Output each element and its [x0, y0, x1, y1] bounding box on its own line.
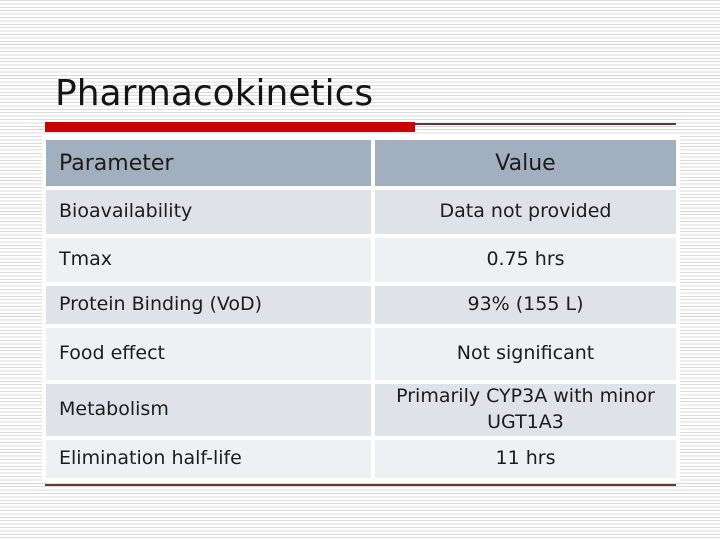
value-cell: 0.75 hrs [375, 238, 676, 282]
value-cell: 93% (155 L) [375, 286, 676, 324]
page-title: Pharmacokinetics [55, 73, 374, 114]
param-cell: Protein Binding (VoD) [46, 286, 371, 324]
param-cell: Metabolism [46, 384, 371, 436]
param-cell: Tmax [46, 238, 371, 282]
bottom-rule [45, 484, 676, 486]
param-cell: Bioavailability [46, 190, 371, 234]
parameter-header-cell: Parameter [46, 140, 371, 186]
param-cell: Elimination half-life [46, 440, 371, 478]
table-header-row: Parameter Value [46, 140, 676, 186]
table-row: Protein Binding (VoD) 93% (155 L) [46, 286, 676, 324]
value-cell: Data not provided [375, 190, 676, 234]
title-rule-thin [415, 123, 676, 125]
pharmacokinetics-table: Parameter Value Bioavailability Data not… [42, 136, 680, 482]
pharmacokinetics-table-panel: Parameter Value Bioavailability Data not… [42, 136, 680, 482]
title-underline [45, 122, 676, 132]
table-row: Bioavailability Data not provided [46, 190, 676, 234]
value-header-cell: Value [375, 140, 676, 186]
table-row: Tmax 0.75 hrs [46, 238, 676, 282]
table-row: Metabolism Primarily CYP3A with minor UG… [46, 384, 676, 436]
table-row: Elimination half-life 11 hrs [46, 440, 676, 478]
value-cell: Not significant [375, 328, 676, 380]
title-rule-thick [45, 122, 415, 132]
table-row: Food effect Not significant [46, 328, 676, 380]
value-cell: Primarily CYP3A with minor UGT1A3 [375, 384, 676, 436]
param-cell: Food effect [46, 328, 371, 380]
value-cell: 11 hrs [375, 440, 676, 478]
